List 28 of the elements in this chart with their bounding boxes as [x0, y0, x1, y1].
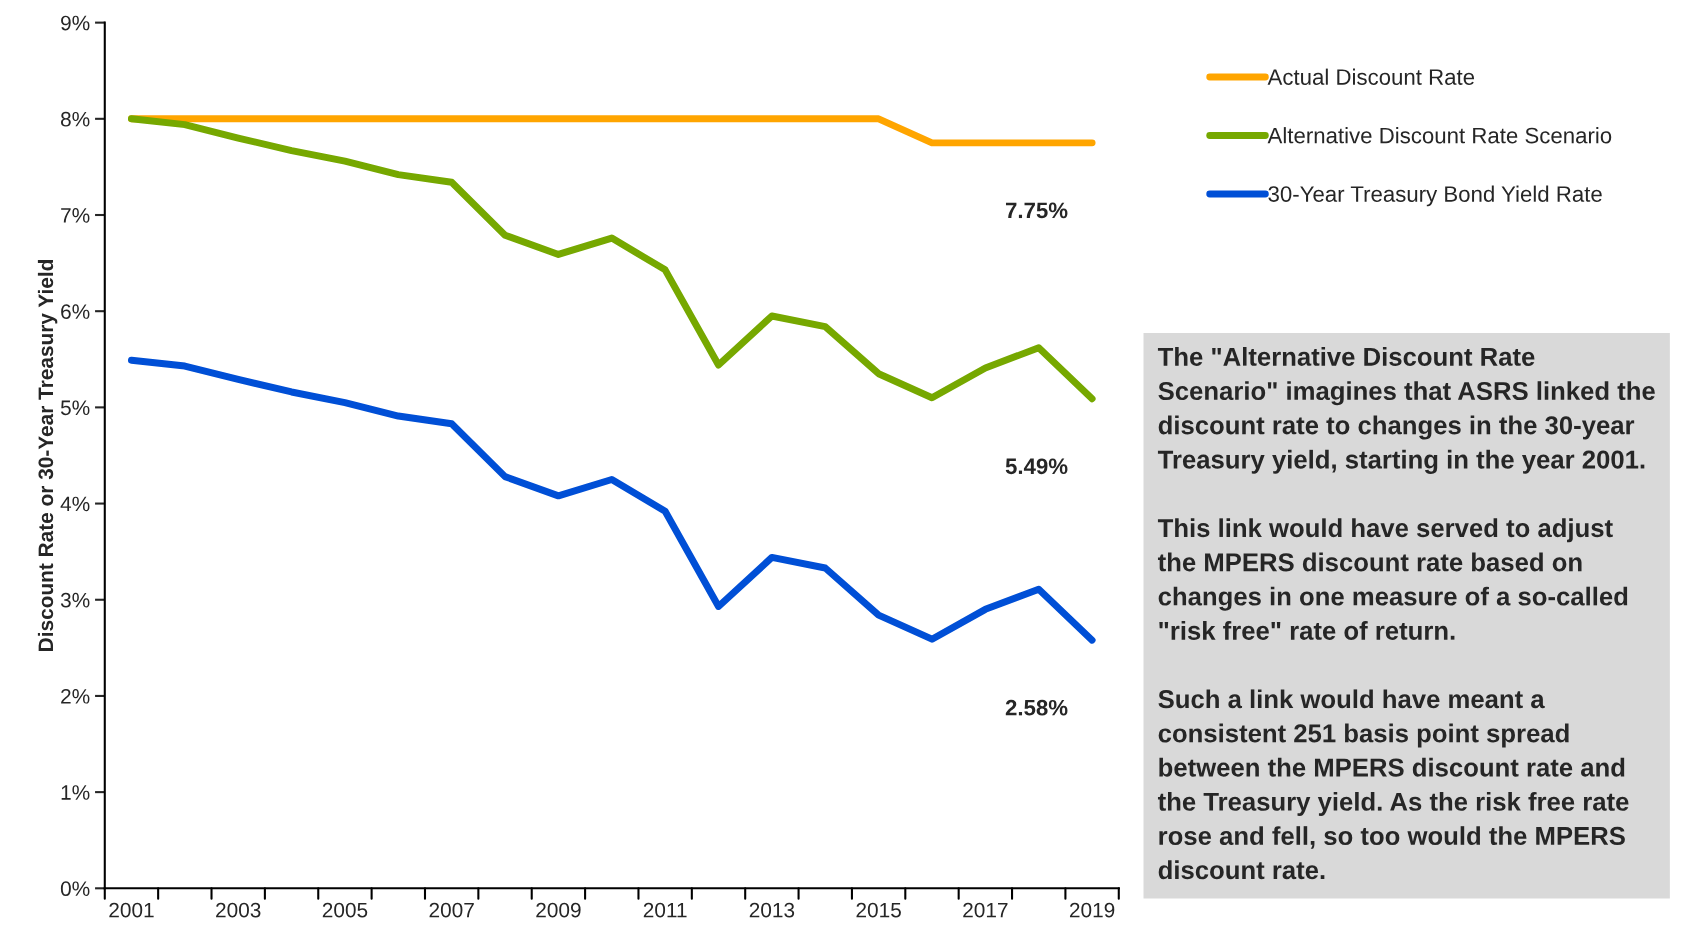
legend-label: 30-Year Treasury Bond Yield Rate [1268, 185, 1602, 207]
y-tick-label: 1% [61, 785, 90, 800]
x-tick-label: 2013 [749, 902, 795, 918]
annotation: 5.49% [1005, 458, 1068, 475]
y-tick-label: 2% [61, 688, 90, 704]
annotation: 2.58% [1005, 699, 1068, 716]
x-tick-label: 2017 [963, 902, 1008, 918]
y-tick-label: 9% [61, 15, 90, 31]
y-axis-title: Discount Rate or 30-Year Treasury Yield [37, 259, 58, 651]
x-tick-label: 2015 [856, 902, 901, 918]
y-tick-label: 6% [61, 304, 90, 319]
y-tick-label: 5% [60, 400, 90, 416]
legend-label: Actual Discount Rate [1267, 68, 1475, 85]
x-tick-label: 2019 [1069, 902, 1115, 918]
text: The "Alternative Discount Rate Scenario" imagines that ASRS linked the discount rate to changes in the 30-year Treasury yield, starting in the year 2001. This link would have served to adjust the MPERS discount rate based on changes in one measure of a so-called "risk free" rate of return. Such a link would have meant a consistent 251 basis point spread between the MPERS discount rate and the Treasury yield. As the risk free rate rose and fell, so too would the MPERS discount rate. [1157, 347, 1655, 880]
y-tick-label: 4% [60, 496, 90, 512]
legend-label: Alternative Discount Rate Scenario [1267, 127, 1612, 144]
y-tick-label: 3% [60, 592, 90, 608]
x-tick-label: 2011 [643, 902, 687, 918]
y-tick-label: 0% [60, 881, 90, 897]
y-tick-label: 7% [61, 208, 90, 223]
x-tick-label: 2009 [536, 902, 581, 918]
x-tick-label: 2003 [216, 902, 261, 918]
annotation: 7.75% [1005, 202, 1068, 219]
y-tick-label: 8% [60, 111, 90, 127]
x-tick-label: 2005 [322, 902, 368, 918]
x-tick-label: 2001 [109, 902, 154, 918]
x-tick-label: 2007 [429, 902, 474, 918]
